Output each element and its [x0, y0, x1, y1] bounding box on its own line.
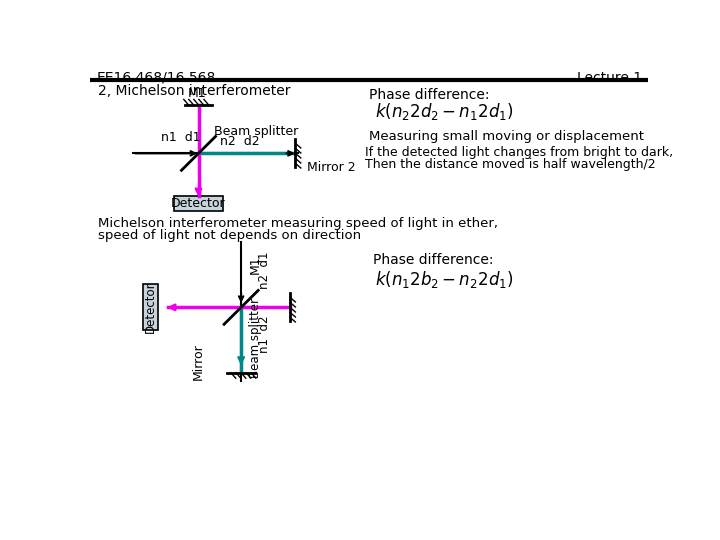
Text: Phase difference:: Phase difference: — [373, 253, 493, 267]
Text: EE16.468/16.568: EE16.468/16.568 — [96, 71, 215, 85]
Text: Mirror 2: Mirror 2 — [307, 161, 356, 174]
Text: M1: M1 — [249, 255, 262, 274]
Bar — [174, 195, 223, 211]
Text: Michelson interferometer measuring speed of light in ether,: Michelson interferometer measuring speed… — [98, 217, 498, 230]
Text: speed of light not depends on direction: speed of light not depends on direction — [98, 229, 361, 242]
Text: n2  d2: n2 d2 — [220, 135, 260, 148]
Text: Detector: Detector — [171, 197, 226, 210]
Text: Beam splitter: Beam splitter — [214, 125, 298, 138]
Text: Mirror: Mirror — [192, 343, 205, 380]
Text: $k(n_2 2d_2 - n_1 2d_1)$: $k(n_2 2d_2 - n_1 2d_1)$ — [375, 101, 514, 122]
Text: If the detected light changes from bright to dark,: If the detected light changes from brigh… — [365, 146, 673, 159]
Text: Phase difference:: Phase difference: — [369, 88, 490, 102]
Text: n2  d1: n2 d1 — [258, 252, 271, 289]
Text: Beam splitter: Beam splitter — [249, 298, 262, 378]
Text: n1  d1: n1 d1 — [161, 131, 201, 144]
Text: n1  d2: n1 d2 — [258, 315, 271, 353]
Text: Lecture 1: Lecture 1 — [577, 71, 642, 85]
Text: Measuring small moving or displacement: Measuring small moving or displacement — [369, 130, 644, 143]
Text: Then the distance moved is half wavelength/2: Then the distance moved is half waveleng… — [365, 158, 656, 171]
Text: M1: M1 — [188, 87, 206, 100]
Text: Detector: Detector — [144, 281, 157, 333]
Text: $k(n_1 2b_2 - n_2 2d_1)$: $k(n_1 2b_2 - n_2 2d_1)$ — [375, 269, 514, 290]
Text: 2, Michelson interferometer: 2, Michelson interferometer — [98, 84, 290, 98]
Bar — [143, 284, 158, 330]
